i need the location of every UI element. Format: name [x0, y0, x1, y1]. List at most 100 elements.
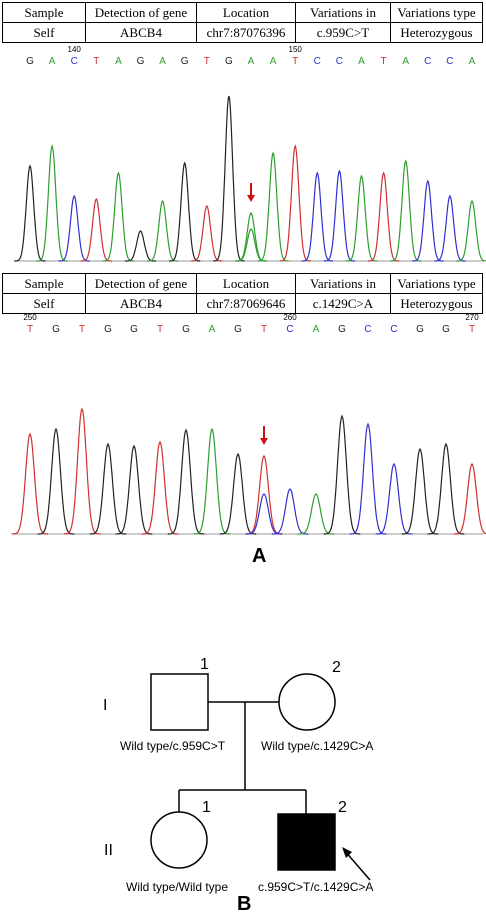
trace-peak: [89, 442, 127, 535]
trace-peak: [213, 95, 245, 262]
base-call: G: [225, 56, 233, 67]
trace-peak: [80, 197, 112, 262]
base-call: G: [130, 324, 138, 335]
trace-peak: [434, 194, 466, 262]
trace-peak: [390, 159, 422, 262]
table-header-row: Sample Detection of gene Location Variat…: [2, 2, 483, 23]
table-cell: Heterozygous: [390, 293, 483, 314]
table-cell: c.959C>T: [295, 22, 391, 43]
base-sequence-1: G A C T A G A G T G A A T C C A T A C C A 140 150: [26, 45, 476, 67]
table-header-cell: Sample: [2, 273, 86, 294]
trace-peak: [141, 440, 179, 535]
generation-label-2: II: [104, 842, 113, 859]
trace-peak: [345, 174, 378, 262]
base-call: T: [381, 56, 387, 67]
trace-peak: [279, 144, 311, 262]
table-header-row: Sample Detection of gene Location Variat…: [2, 273, 483, 294]
trace-peak: [147, 199, 179, 262]
base-call: G: [137, 56, 145, 67]
base-call: G: [442, 324, 450, 335]
generation-label-1: I: [103, 697, 107, 714]
table-cell: chr7:87069646: [196, 293, 296, 314]
base-call: G: [338, 324, 346, 335]
trace-peak: [36, 144, 68, 262]
trace-peak: [169, 161, 201, 262]
variant-table-2: Sample Detection of gene Location Variat…: [2, 273, 483, 314]
base-call: A: [115, 56, 122, 67]
table-header-cell: Variations in: [295, 273, 391, 294]
trace-peak: [63, 407, 101, 535]
table-header-cell: Detection of gene: [85, 2, 197, 23]
individual-number: 2: [332, 659, 341, 676]
trace-peak: [219, 452, 257, 535]
trace-peak: [375, 462, 413, 535]
table-header-cell: Variations type: [390, 2, 483, 23]
base-call: A: [248, 56, 255, 67]
trace-peak: [11, 432, 49, 535]
base-call: A: [49, 56, 56, 67]
base-call: T: [27, 324, 33, 335]
trace-peak: [191, 204, 223, 262]
trace-peak: [427, 442, 465, 535]
trace-peak: [257, 151, 289, 262]
position-label: 140: [68, 45, 82, 54]
base-sequence-2: T G T G G T G A G T C A G C C G G T 250 260 270: [23, 313, 479, 335]
genotype-label: Wild type/c.959C>T: [120, 739, 226, 753]
genotype-label: Wild type/c.1429C>A: [261, 739, 373, 753]
trace-peak-secondary: [245, 493, 283, 535]
female-symbol: [150, 811, 208, 869]
trace-peak: [115, 444, 153, 535]
base-call: T: [292, 56, 298, 67]
trace-peak: [412, 179, 444, 262]
table-header-cell: Variations in: [295, 2, 391, 23]
base-call: C: [71, 56, 78, 67]
position-label: 250: [23, 313, 37, 322]
position-label: 150: [289, 45, 303, 54]
table-row: Self ABCB4 chr7:87076396 c.959C>T Hetero…: [2, 22, 483, 43]
trace-peak: [245, 454, 283, 535]
trace-peak: [193, 427, 231, 535]
base-call: T: [469, 324, 475, 335]
male-symbol: [150, 673, 209, 731]
base-call: A: [209, 324, 216, 335]
base-call: T: [157, 324, 163, 335]
trace-peak: [349, 422, 387, 535]
individual-number: 1: [200, 656, 209, 673]
table-cell: ABCB4: [85, 22, 197, 43]
trace-peak: [401, 447, 439, 535]
base-call: C: [336, 56, 343, 67]
table-header-cell: Variations type: [390, 273, 483, 294]
trace-peak: [37, 427, 75, 535]
affected-male-symbol: [277, 813, 336, 871]
base-call: G: [181, 56, 189, 67]
table-header-cell: Location: [196, 2, 296, 23]
chromatogram-2: [11, 407, 486, 535]
genotype-label: c.959C>T/c.1429C>A: [258, 880, 373, 894]
table-cell: Self: [2, 293, 86, 314]
individual-number: 2: [338, 799, 347, 816]
variant-arrowhead: [247, 195, 255, 202]
trace-peak: [453, 462, 486, 535]
trace-peak: [124, 230, 157, 262]
base-call: T: [261, 324, 267, 335]
base-call: G: [104, 324, 112, 335]
base-call: G: [416, 324, 424, 335]
base-call: G: [26, 56, 34, 67]
proband-arrowhead: [342, 847, 352, 858]
base-call: A: [402, 56, 409, 67]
table-cell: chr7:87076396: [196, 22, 296, 43]
base-call: A: [469, 56, 476, 67]
female-symbol: [278, 673, 336, 731]
variant-table-1: Sample Detection of gene Location Variat…: [2, 2, 483, 43]
table-header-cell: Location: [196, 273, 296, 294]
base-call: T: [93, 56, 99, 67]
pedigree-chart: I II 1 Wild type/c.959C>T 2 Wild type/c.…: [103, 656, 373, 894]
trace-peak-secondary: [235, 212, 267, 262]
trace-peak: [297, 493, 335, 535]
panel-label-b: B: [237, 893, 252, 915]
trace-peak: [456, 199, 486, 262]
base-call: C: [286, 324, 293, 335]
table-cell: Heterozygous: [390, 22, 483, 43]
base-call: T: [204, 56, 210, 67]
base-call: A: [358, 56, 365, 67]
